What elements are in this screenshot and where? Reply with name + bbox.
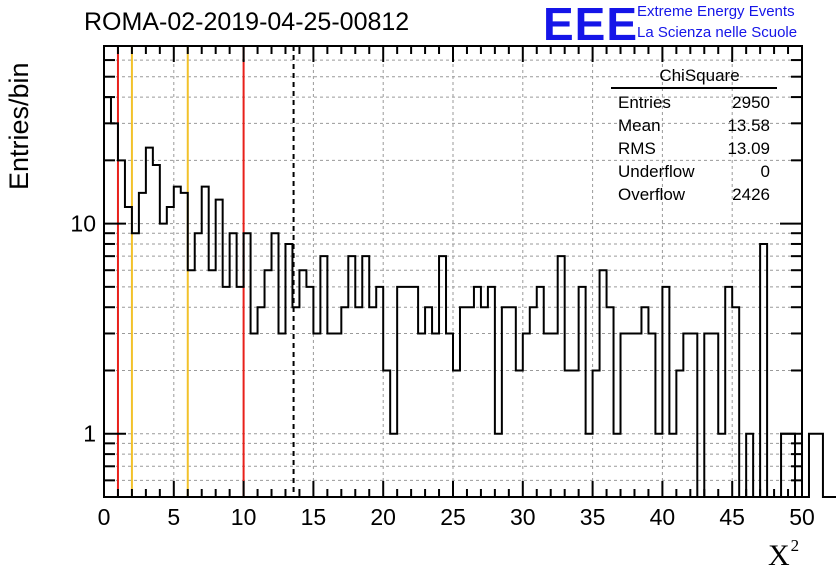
x-tick-label: 45: [719, 504, 745, 530]
eee-subtitle-1: Extreme Energy Events: [637, 3, 795, 20]
x-tick-label: 15: [301, 504, 327, 530]
eee-logo: EEE: [543, 0, 639, 50]
y-tick-label: 1: [83, 421, 96, 447]
reference-lines: [116, 46, 295, 497]
stats-title: ChiSquare: [659, 66, 740, 85]
x-tick-label: 30: [510, 504, 536, 530]
x-tick-label: 25: [440, 504, 466, 530]
y-tick-label: 10: [70, 211, 96, 237]
tick-labels: 0 5 10 15 20 25 30 35 40 45 50 1 10: [70, 211, 814, 530]
x-tick-label: 35: [580, 504, 606, 530]
axes: [103, 45, 803, 498]
x-axis-label: X2: [768, 536, 800, 572]
stats-divider: [611, 87, 777, 89]
x-tick-label: 40: [650, 504, 676, 530]
stats-box: ChiSquare Entries 2950 Mean 13.58 RMS 13.09…: [611, 66, 778, 206]
eee-subtitle-2: La Scienza nelle Scuole: [637, 24, 798, 41]
x-tick-label: 5: [167, 504, 180, 530]
stats-row: Mean 13.58: [618, 116, 770, 135]
x-tick-label: 20: [370, 504, 396, 530]
x-tick-label: 0: [98, 504, 111, 530]
stats-row: RMS 13.09: [618, 139, 770, 158]
stats-row: Overflow 2426: [618, 185, 770, 204]
stats-row: Underflow 0: [618, 162, 770, 181]
stats-row: Entries 2950: [618, 93, 770, 112]
x-tick-label: 10: [231, 504, 257, 530]
x-tick-label: 50: [789, 504, 815, 530]
y-axis-label: Entries/bin: [4, 62, 34, 190]
chart-title: ROMA-02-2019-04-25-00812: [84, 8, 410, 36]
histogram-series: [104, 96, 836, 498]
